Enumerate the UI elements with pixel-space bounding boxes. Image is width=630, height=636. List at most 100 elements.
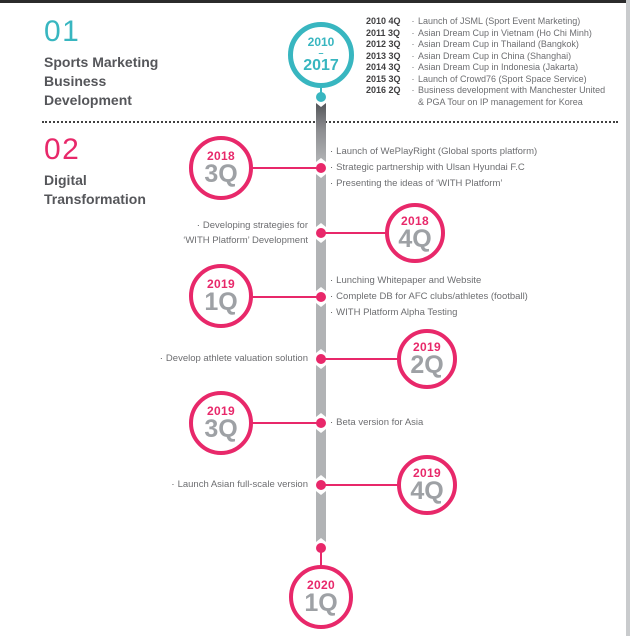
milestone-circle-2018-3q: 2018 3Q [189,136,253,200]
connector-line [252,296,321,298]
history-text: Business development with Manchester Uni… [418,85,605,108]
history-year: 2010 4Q [366,16,401,26]
milestone-circle-2019-3q: 2019 3Q [189,391,253,455]
history-year: 2012 3Q [366,39,401,49]
history-year: 2011 3Q [366,27,401,38]
history-text-line: Business development with Manchester Uni… [418,85,606,95]
section-02-number: 02 [44,133,81,166]
milestone-quarter: 4Q [398,225,432,253]
start-dash: – [318,48,324,58]
section-divider-dotted [42,121,618,123]
history-item: 2015 3Q · Launch of Crowd76 (Sport Space… [366,74,605,86]
note-line: ‘WITH Platform’ Development [183,233,308,248]
note-line: · WITH Platform Alpha Testing [330,305,528,321]
milestone-notes-2019-3q: · Beta version for Asia [330,415,423,431]
history-text: Asian Dream Cup in China (Shanghai) [418,50,572,61]
milestone-quarter: 1Q [204,288,238,316]
history-text: Launch of JSML (Sport Event Marketing) [418,16,581,26]
history-text: Asian Dream Cup in Indonesia (Jakarta) [418,62,579,72]
history-text: Asian Dream Cup in Vietnam (Ho Chi Minh) [418,27,592,38]
history-item: 2016 2Q · Business development with Manc… [366,85,605,108]
connector-line [321,484,399,486]
bullet-icon: · [330,417,334,428]
start-timeline-dot [316,92,326,102]
bullet-icon: · [330,162,334,173]
history-item: 2012 3Q · Asian Dream Cup in Thailand (B… [366,39,605,51]
note-line: · Complete DB for AFC clubs/athletes (foo… [330,289,528,305]
note-text: Strategic partnership with Ulsan Hyundai… [336,162,525,173]
milestone-circle-2020-1q: 2020 1Q [289,565,353,629]
bullet-icon: · [159,353,163,364]
bullet-icon: · [330,291,334,302]
milestone-circle-2019-2q: 2019 2Q [397,329,457,389]
timeline-bar-segment [316,303,326,353]
bullet-icon: · [411,39,415,49]
milestone-circle-2019-1q: 2019 1Q [189,264,253,328]
connector-line [252,167,321,169]
history-item: 2014 3Q · Asian Dream Cup in Indonesia (… [366,62,605,74]
connector-line [252,422,321,424]
note-line: · Developing strategies for [183,218,308,233]
bullet-icon: · [196,220,200,231]
bullet-icon: · [330,146,334,157]
timeline-bar-segment [316,429,326,479]
milestone-notes-2018-4q: · Developing strategies for ‘WITH Platfor… [183,218,308,248]
timeline-dot [316,543,326,553]
timeline-dot [316,480,326,490]
bullet-icon: · [411,27,415,38]
bullet-icon: · [411,85,415,95]
note-line: · Beta version for Asia [330,415,423,431]
bullet-icon: · [411,16,415,26]
bullet-icon: · [411,73,415,84]
history-year: 2015 3Q [366,73,401,84]
note-text: Launch of WePlayRight (Global sports pla… [336,146,538,157]
milestone-year: 2018 [207,149,235,163]
history-text: Launch of Crowd76 (Sport Space Service) [418,73,587,84]
milestone-year: 2019 [413,466,441,480]
bullet-icon: · [330,178,334,189]
timeline-dot [316,292,326,302]
timeline-bar-segment [316,239,326,291]
note-line: · Strategic partnership with Ulsan Hyunda… [330,160,537,176]
milestone-year: 2019 [207,404,235,418]
timeline-bar-segment [316,491,326,542]
milestone-year: 2019 [413,340,441,354]
milestone-year: 2020 [307,578,335,592]
history-item: 2010 4Q · Launch of JSML (Sport Event Ma… [366,16,605,28]
milestone-notes-2018-3q: · Launch of WePlayRight (Global sports pl… [330,144,537,192]
note-text: Launch Asian full-scale version [177,479,308,490]
start-year-to: 2017 [303,57,339,74]
start-connector-line [320,86,322,93]
note-line: · Launch Asian full-scale version [171,477,308,492]
timeline-bar-segment [316,174,326,227]
connector-line [320,551,322,566]
history-year: 2014 3Q [366,62,401,72]
bullet-icon: · [330,307,334,318]
timeline-dot [316,228,326,238]
connector-line [321,232,387,234]
bullet-icon: · [411,62,415,72]
milestone-quarter: 3Q [204,160,238,188]
note-text: Beta version for Asia [336,417,424,428]
note-line: · Presenting the ideas of ‘WITH Platform’ [330,176,537,192]
section-01-number: 01 [44,15,81,48]
milestone-year: 2019 [207,277,235,291]
note-text: Presenting the ideas of ‘WITH Platform’ [336,178,503,189]
history-list: 2010 4Q · Launch of JSML (Sport Event Ma… [366,16,605,108]
timeline-bar-segment [316,103,326,162]
milestone-notes-2019-4q: · Launch Asian full-scale version [171,477,308,492]
start-year-from: 2010 [307,35,335,49]
timeline-dot [316,354,326,364]
milestone-quarter: 1Q [304,589,338,617]
note-text: Develop athlete valuation solution [165,353,308,364]
bullet-icon: · [171,479,175,490]
bullet-icon: · [330,275,334,286]
history-item: 2011 3Q · Asian Dream Cup in Vietnam (Ho… [366,28,605,40]
timeline-dot [316,163,326,173]
note-text: Developing strategies for [202,220,308,231]
connector-line [321,358,399,360]
note-text: ‘WITH Platform’ Development [183,235,308,246]
history-year: 2016 2Q [366,85,401,95]
milestone-notes-2019-2q: · Develop athlete valuation solution [160,351,308,366]
